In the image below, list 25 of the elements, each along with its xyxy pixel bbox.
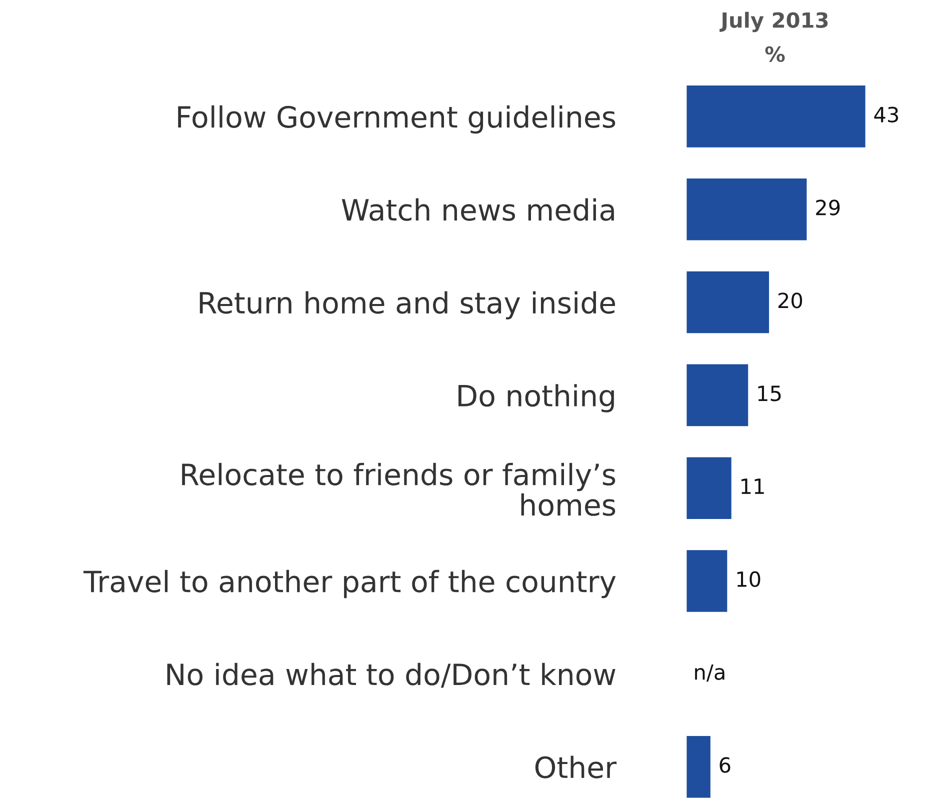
chart-title: July 2013: [720, 12, 828, 32]
data-label: 6: [720, 757, 730, 773]
bar: [686, 84, 867, 149]
data-label: 20: [778, 292, 802, 308]
bar: [686, 270, 770, 335]
bar: [686, 177, 808, 242]
data-label: 43: [874, 106, 898, 122]
chart-subtitle: %: [765, 46, 785, 62]
data-label: 10: [737, 571, 760, 588]
y-tick-label: Watch news media: [342, 198, 614, 221]
bar: [686, 548, 729, 614]
y-tick-label: Relocate to friends or family’s homes: [182, 462, 616, 516]
text: n/a: [695, 664, 724, 682]
y-tick-label: No idea what to do/Don’t know: [167, 662, 616, 688]
y-tick-label: Travel to another part of the country: [83, 570, 616, 598]
bar: [686, 362, 750, 428]
bar: [686, 734, 712, 800]
y-tick-label: Follow Government guidelines: [178, 105, 616, 134]
y-tick-label: Other: [535, 756, 617, 778]
y-tick-label: Do nothing: [458, 384, 614, 412]
data-label: 15: [758, 386, 781, 402]
data-label: 29: [816, 200, 840, 216]
bar: [686, 456, 733, 520]
data-label: 11: [742, 478, 764, 494]
y-tick-label: Return home and stay inside: [200, 291, 616, 320]
